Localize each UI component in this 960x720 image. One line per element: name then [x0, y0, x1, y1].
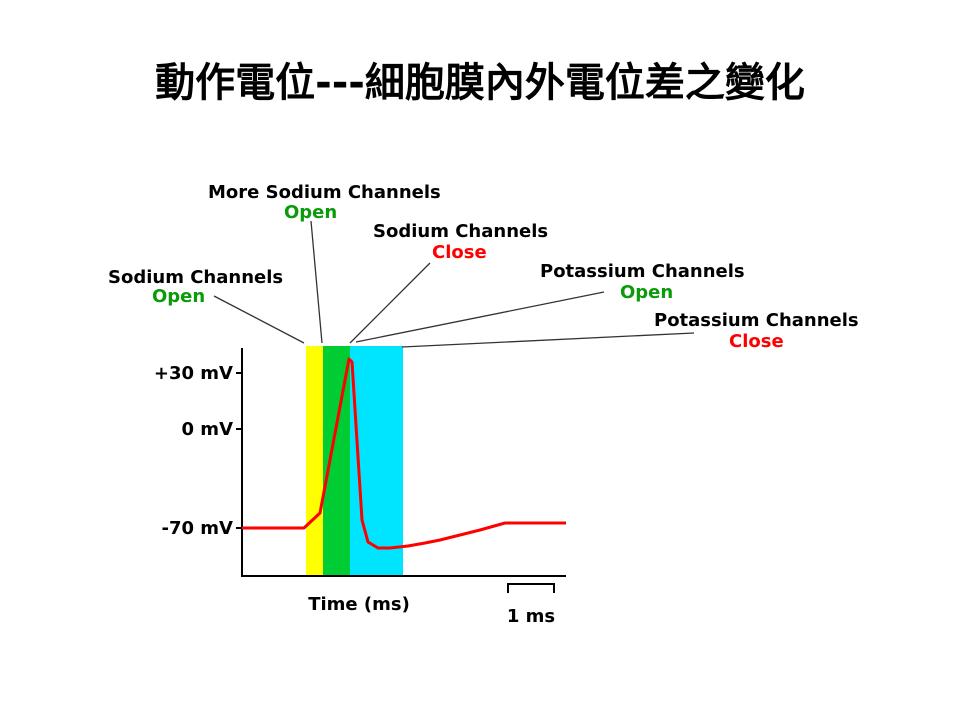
time-scale-label: 1 ms — [507, 606, 555, 627]
leader-line-sodium-open — [213, 295, 305, 344]
membrane-potential-trace — [242, 357, 566, 550]
y-tick-label-0: 0 mV — [182, 419, 234, 440]
label-potassium-close-name: Potassium Channels — [654, 310, 859, 331]
leader-line-sodium-close — [349, 262, 431, 344]
label-more-sodium-open-state: Open — [284, 202, 337, 223]
y-tick-label-plus30: +30 mV — [154, 363, 233, 384]
label-more-sodium-open-name: More Sodium Channels — [208, 182, 441, 203]
time-scale-bar — [507, 583, 555, 593]
label-potassium-open-name: Potassium Channels — [540, 261, 745, 282]
phase-band-sodium-open — [306, 346, 323, 576]
slide-title: 動作電位---細胞膜內外電位差之變化 — [155, 60, 805, 106]
label-potassium-open-state: Open — [620, 282, 673, 303]
leader-line-more-sodium-open — [310, 220, 323, 344]
label-sodium-close-state: Close — [432, 242, 487, 263]
x-axis-label: Time (ms) — [308, 594, 410, 615]
leader-line-potassium-close — [401, 332, 695, 348]
label-potassium-close-state: Close — [729, 331, 784, 352]
label-sodium-close-name: Sodium Channels — [373, 221, 548, 242]
label-sodium-open-state: Open — [152, 286, 205, 307]
leader-line-potassium-open — [355, 291, 605, 343]
y-tick-label-minus70: -70 mV — [162, 518, 234, 539]
label-sodium-open-name: Sodium Channels — [108, 267, 283, 288]
